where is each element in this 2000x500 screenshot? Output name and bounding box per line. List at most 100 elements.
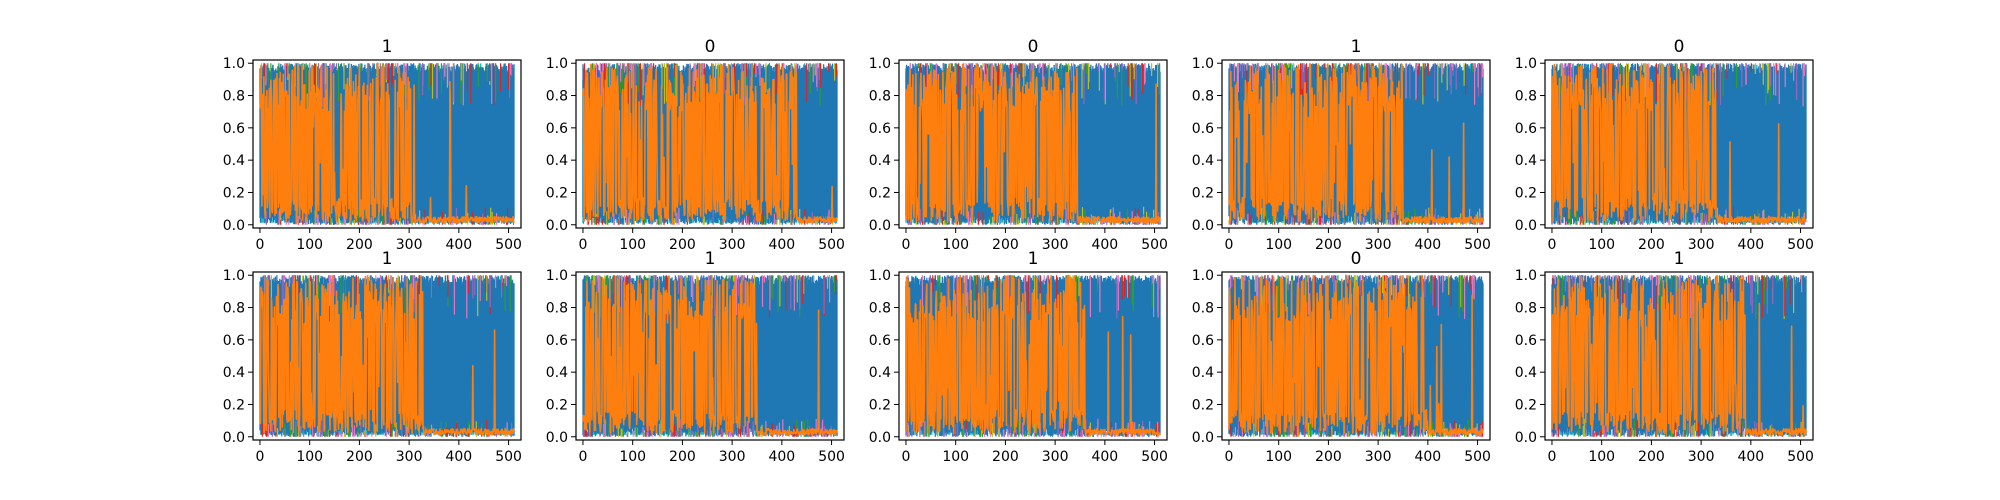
y-tick-label: 0.8 (869, 301, 891, 317)
panel-title: 0 (1028, 37, 1039, 57)
series-orange-line (582, 63, 838, 224)
plot-area (1551, 275, 1807, 437)
y-tick-label: 0.4 (869, 365, 891, 381)
panel-title: 1 (1028, 249, 1039, 269)
x-tick-label: 100 (619, 237, 646, 253)
plot-area (582, 275, 838, 437)
y-tick-label: 0.4 (1515, 365, 1537, 381)
x-tick-label: 400 (1737, 449, 1764, 465)
series-orange-line (1551, 62, 1807, 224)
x-tick-label: 100 (942, 237, 969, 253)
y-tick-label: 0.2 (223, 185, 245, 201)
panel-2: 0 100 200 300 400 500 0.0 0.2 0.4 0.6 0.8 1.0 0 (546, 37, 845, 253)
y-tick-label: 1.0 (546, 268, 568, 284)
x-tick-label: 100 (1588, 449, 1615, 465)
y-tick-label: 0.2 (546, 185, 568, 201)
y-tick-label: 0.2 (869, 185, 891, 201)
x-tick-label: 100 (942, 449, 969, 465)
y-tick-label: 0.4 (546, 365, 568, 381)
panel-title: 1 (1674, 249, 1685, 269)
plot-area (1228, 274, 1484, 437)
panel-8: 0 100 200 300 400 500 0.0 0.2 0.4 0.6 0.8 1.0 1 (869, 249, 1168, 465)
y-tick-label: 0.0 (869, 430, 891, 446)
axes-frame (1221, 271, 1491, 441)
y-tick-label: 0.4 (223, 153, 245, 169)
y-tick-label: 0.6 (1515, 333, 1537, 349)
x-tick-label: 0 (579, 237, 588, 253)
panel-4: 0 100 200 300 400 500 0.0 0.2 0.4 0.6 0.8 1.0 1 (1192, 37, 1491, 253)
x-tick-label: 0 (1548, 449, 1557, 465)
panel-5: 0 100 200 300 400 500 0.0 0.2 0.4 0.6 0.8 1.0 0 (1515, 37, 1814, 253)
x-tick-label: 300 (1688, 237, 1715, 253)
y-tick-label: 0.6 (223, 121, 245, 137)
x-tick-label: 500 (1787, 237, 1814, 253)
x-tick-label: 300 (719, 449, 746, 465)
x-tick-label: 0 (1548, 237, 1557, 253)
axes-frame (1544, 59, 1814, 229)
x-tick-label: 400 (1091, 449, 1118, 465)
y-tick-label: 1.0 (869, 56, 891, 72)
panel-9: 0 100 200 300 400 500 0.0 0.2 0.4 0.6 0.8 1.0 0 (1192, 249, 1491, 465)
axes-frame (898, 271, 1168, 441)
x-tick-label: 200 (992, 449, 1019, 465)
x-tick-label: 200 (1638, 237, 1665, 253)
x-tick-label: 400 (1091, 237, 1118, 253)
y-tick-label: 0.2 (869, 397, 891, 413)
x-tick-label: 100 (296, 237, 323, 253)
panel-title: 1 (1351, 37, 1362, 57)
panel-title: 0 (1351, 249, 1362, 269)
y-tick-label: 0.6 (869, 333, 891, 349)
plot-area (259, 274, 515, 437)
y-tick-label: 0.0 (1515, 430, 1537, 446)
x-tick-label: 300 (396, 449, 423, 465)
x-tick-label: 500 (818, 449, 845, 465)
x-tick-label: 0 (579, 449, 588, 465)
x-tick-label: 0 (902, 237, 911, 253)
x-tick-label: 400 (768, 449, 795, 465)
panel-title: 1 (705, 249, 716, 269)
axes-frame (898, 59, 1168, 229)
panel-title: 0 (705, 37, 716, 57)
plot-area (1551, 62, 1807, 225)
y-tick-label: 0.2 (546, 397, 568, 413)
y-tick-label: 0.4 (1515, 153, 1537, 169)
y-tick-label: 1.0 (223, 56, 245, 72)
x-tick-label: 200 (346, 237, 373, 253)
axes-frame (252, 271, 522, 441)
x-tick-label: 200 (1638, 449, 1665, 465)
y-tick-label: 0.4 (1192, 365, 1214, 381)
y-tick-label: 0.6 (1192, 333, 1214, 349)
y-tick-label: 0.8 (1192, 89, 1214, 105)
x-tick-label: 0 (256, 449, 265, 465)
y-tick-label: 0.0 (1192, 430, 1214, 446)
x-tick-label: 500 (1464, 237, 1491, 253)
series-orange-line (905, 63, 1161, 225)
x-tick-label: 400 (1414, 449, 1441, 465)
y-tick-label: 0.0 (223, 218, 245, 234)
y-tick-label: 0.6 (546, 121, 568, 137)
y-tick-label: 0.2 (1192, 397, 1214, 413)
panel-1: 0 100 200 300 400 500 0.0 0.2 0.4 0.6 0.8 1.0 1 (223, 37, 522, 253)
panel-10: 0 100 200 300 400 500 0.0 0.2 0.4 0.6 0.8 1.0 1 (1515, 249, 1814, 465)
x-tick-label: 500 (1787, 449, 1814, 465)
x-tick-label: 400 (445, 449, 472, 465)
x-tick-label: 300 (396, 237, 423, 253)
y-tick-label: 1.0 (1192, 268, 1214, 284)
y-tick-label: 0.8 (1515, 301, 1537, 317)
y-tick-label: 1.0 (1515, 56, 1537, 72)
y-tick-label: 0.4 (223, 365, 245, 381)
y-tick-label: 0.8 (1192, 301, 1214, 317)
x-tick-label: 0 (1225, 449, 1234, 465)
y-tick-label: 1.0 (1192, 56, 1214, 72)
y-tick-label: 0.6 (546, 333, 568, 349)
y-tick-label: 0.6 (1515, 121, 1537, 137)
y-tick-label: 1.0 (546, 56, 568, 72)
y-tick-label: 0.4 (546, 153, 568, 169)
x-tick-label: 400 (1414, 237, 1441, 253)
x-tick-label: 200 (1315, 237, 1342, 253)
x-tick-label: 100 (619, 449, 646, 465)
axes-frame (575, 271, 845, 441)
y-tick-label: 0.8 (223, 89, 245, 105)
x-tick-label: 100 (1265, 237, 1292, 253)
